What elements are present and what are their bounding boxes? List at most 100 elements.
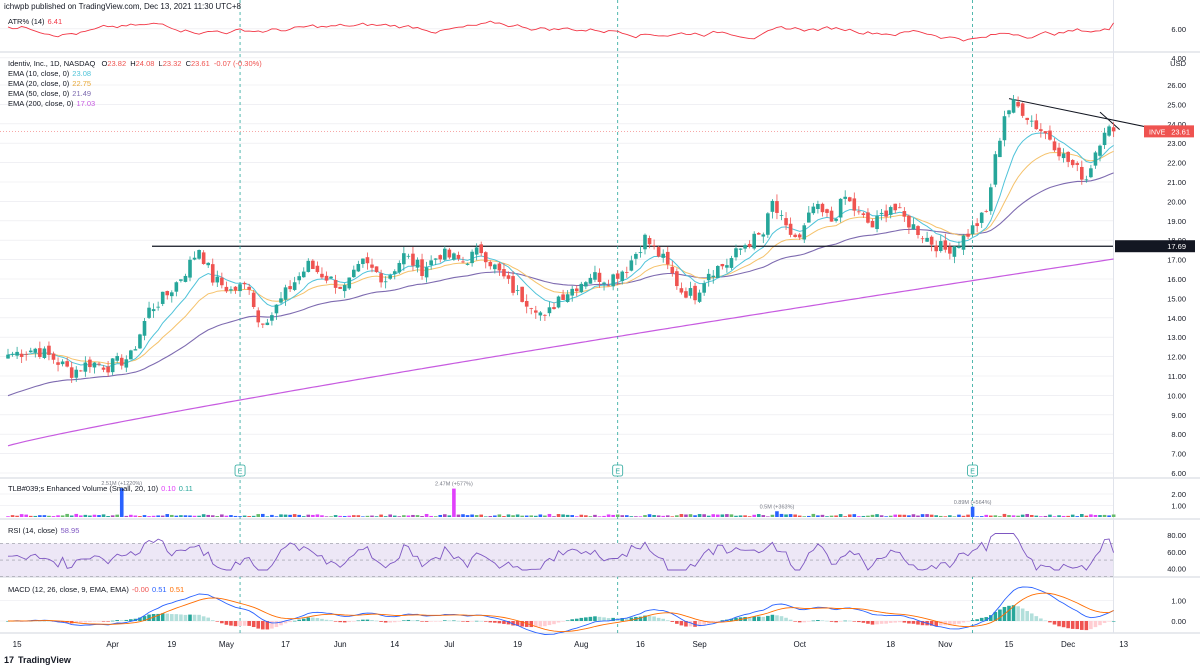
volume-bar: [79, 515, 83, 517]
volume-bar: [447, 515, 452, 517]
tradingview-logo-icon: 17: [4, 655, 15, 665]
candle-body: [661, 253, 665, 258]
candle-body: [925, 237, 929, 242]
candle-body: [916, 226, 920, 236]
volume-tick-label: 1.00: [1171, 502, 1186, 511]
volume-bar: [602, 515, 606, 517]
volume-bar: [306, 514, 311, 517]
rsi-legend[interactable]: RSI (14, close) 58.95: [8, 526, 79, 536]
macd-histogram-bar: [511, 621, 515, 626]
volume-bar: [370, 515, 374, 517]
macd-histogram-bar: [515, 621, 520, 626]
macd-histogram-bar: [884, 621, 888, 624]
candle-body: [520, 286, 524, 302]
candle-body: [402, 253, 406, 265]
candle-body: [174, 282, 179, 292]
volume-tick-label: 2.00: [1171, 490, 1186, 499]
volume-bar: [1002, 513, 1007, 517]
volume-bar: [352, 515, 356, 517]
macd-histogram-bar: [597, 616, 602, 621]
macd-histogram-bar: [297, 619, 301, 621]
volume-bar: [697, 514, 702, 517]
volume-bar: [615, 514, 620, 517]
macd-histogram-bar: [998, 609, 1002, 621]
volume-bar: [115, 514, 119, 517]
ema10-legend[interactable]: EMA (10, close, 0) 23.08: [8, 69, 91, 79]
macd-histogram-bar: [447, 620, 452, 622]
candle-body: [261, 323, 265, 325]
atr-label: ATR% (14): [8, 17, 45, 26]
candle-body: [292, 282, 297, 290]
candle-body: [1089, 168, 1093, 178]
candle-body: [374, 266, 379, 273]
macd-histogram-bar: [356, 620, 361, 622]
volume-bar: [174, 515, 179, 517]
macd-histogram-bar: [361, 619, 365, 621]
macd-histogram-bar: [1070, 621, 1075, 629]
volume-bar: [429, 515, 433, 517]
macd-histogram-bar: [934, 621, 938, 627]
volume-bar: [993, 515, 998, 517]
macd-histogram-bar: [1016, 606, 1020, 621]
candle-body: [1066, 151, 1070, 162]
macd-histogram-bar: [797, 621, 802, 623]
macd-histogram-bar: [829, 621, 834, 622]
volume-bar: [488, 515, 493, 517]
volume-bar: [552, 516, 556, 517]
volume-bar: [19, 514, 24, 517]
volume-bar: [979, 516, 984, 517]
macd-histogram-bar: [670, 621, 675, 622]
ema20-legend[interactable]: EMA (20, close, 0) 22.75: [8, 79, 91, 89]
price-tick-label: 15.00: [1167, 294, 1186, 303]
volume-bar: [515, 514, 520, 517]
macd-histogram-bar: [342, 621, 347, 623]
candle-body: [397, 262, 402, 273]
volume-bar: [420, 516, 424, 517]
tradingview-brand[interactable]: 17 TradingView: [4, 655, 71, 665]
macd-histogram-bar: [793, 621, 797, 622]
macd-tick-label: 1.00: [1171, 597, 1186, 606]
macd-histogram-bar: [879, 621, 884, 624]
candle-body: [934, 245, 938, 252]
macd-histogram-bar: [784, 617, 788, 621]
macd-histogram-bar: [574, 618, 579, 621]
time-axis-label: 18: [886, 640, 895, 649]
volume-legend[interactable]: TLB#039;s Enhanced Volume (Small, 20, 10…: [8, 484, 193, 494]
earnings-badge-label: E: [238, 469, 243, 476]
candle-body: [811, 206, 816, 214]
volume-bar: [329, 516, 333, 517]
macd-histogram-bar: [929, 621, 934, 626]
candle-body: [443, 248, 447, 260]
macd-histogram-bar: [734, 617, 738, 621]
volume-bar: [452, 488, 456, 517]
candle-body: [24, 353, 28, 355]
candle-body: [993, 154, 998, 185]
macd-histogram-bar: [1034, 616, 1039, 621]
candle-body: [470, 251, 474, 264]
candle-body: [388, 275, 392, 279]
volume-bar: [938, 515, 943, 517]
candle-body: [952, 246, 957, 257]
macd-histogram-bar: [283, 621, 288, 624]
macd-histogram-bar: [1080, 621, 1084, 630]
candle-body: [124, 359, 129, 368]
ema200-legend[interactable]: EMA (200, close, 0) 17.03: [8, 99, 95, 109]
candle-body: [752, 233, 756, 249]
macd-histogram-bar: [119, 620, 124, 621]
volume-bar: [734, 515, 738, 517]
volume-bar: [170, 514, 174, 517]
candle-body: [242, 282, 247, 285]
ema50-legend[interactable]: EMA (50, close, 0) 21.49: [8, 89, 91, 99]
candle-body: [866, 212, 870, 223]
volume-bar: [1048, 514, 1052, 517]
candle-body: [788, 223, 793, 235]
candle-body: [147, 307, 151, 318]
macd-histogram-bar: [729, 618, 734, 621]
candle-body: [433, 258, 438, 260]
candle-body: [579, 283, 584, 293]
symbol-legend[interactable]: Identiv, Inc., 1D, NASDAQ O23.82 H24.08 …: [8, 59, 262, 69]
volume-bar: [738, 515, 743, 517]
volume-bar: [438, 514, 443, 517]
macd-legend[interactable]: MACD (12, 26, close, 9, EMA, EMA) -0.00 0.…: [8, 585, 184, 595]
